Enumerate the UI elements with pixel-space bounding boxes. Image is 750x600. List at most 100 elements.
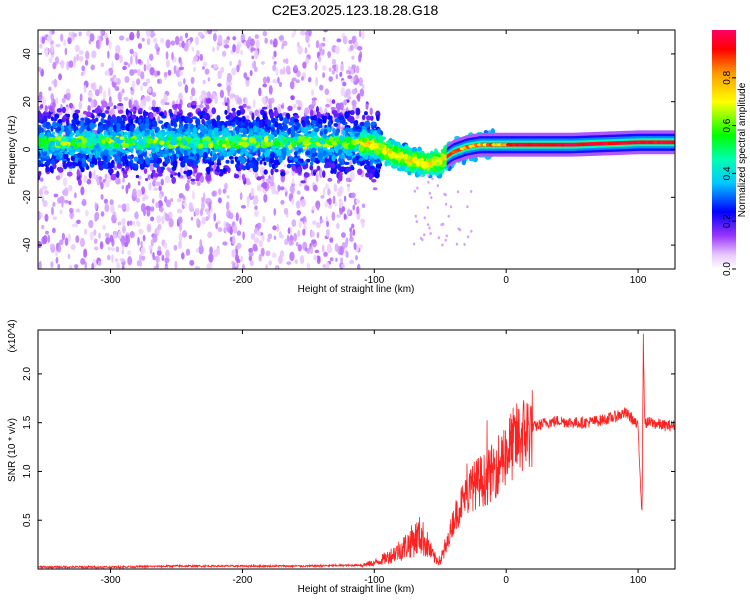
spectrogram-speckle [256, 184, 262, 192]
spectrogram-band [135, 149, 140, 154]
spectrogram-band [145, 129, 150, 134]
spectrogram-speckle [340, 63, 344, 72]
spectrogram-speckle [49, 244, 55, 248]
spectrogram-band [278, 113, 283, 120]
spectrogram-speckle [300, 198, 306, 208]
spectrogram-band [370, 115, 374, 121]
spectrogram-band [151, 120, 157, 126]
spectrogram-speckle [295, 99, 301, 105]
spectrogram-speckle [189, 95, 193, 101]
spectrogram-speckle [213, 63, 218, 69]
spectrogram-speckle [114, 52, 120, 61]
spectrogram-band [242, 127, 248, 135]
spectrogram-band [99, 165, 103, 170]
spectrogram-band [365, 103, 369, 110]
spectrogram-band [322, 116, 327, 124]
spectrogram-speckle [177, 81, 183, 87]
spectrogram-speckle [207, 30, 213, 35]
spectrogram-speckle [328, 197, 332, 206]
spectrogram-band [156, 165, 162, 174]
spectrogram-speckle [44, 213, 49, 222]
spectrogram-band [278, 149, 282, 157]
spectrogram-speckle [121, 203, 127, 210]
spectrogram-speckle [326, 220, 330, 228]
spectrogram-speckle [67, 253, 71, 260]
spectrogram-speckle [127, 182, 131, 189]
spectrogram-speckle [215, 222, 218, 230]
spectrogram-band [170, 173, 174, 178]
spectrogram-speckle [213, 212, 217, 222]
spectrogram-speckle [265, 263, 269, 269]
spectrogram-speckle [262, 83, 268, 88]
spectrogram-speckle [315, 40, 320, 49]
spectrogram-speckle [258, 240, 263, 248]
spectrogram-band [96, 147, 102, 152]
spectrogram-tail [457, 227, 460, 231]
spectrogram-band [271, 163, 275, 169]
spectrogram-band [293, 114, 300, 119]
spectrogram-speckle [265, 250, 271, 257]
spectrogram-core [86, 137, 94, 143]
spectrogram-band [248, 122, 254, 130]
spectrogram-band [66, 161, 73, 167]
spectrogram-tail [421, 238, 424, 242]
spectrogram-transition [375, 149, 379, 153]
spectrogram-speckle [80, 186, 85, 196]
spectrogram-speckle [165, 51, 169, 60]
spectrogram-band [355, 107, 361, 116]
spectrogram-speckle [190, 76, 195, 84]
spectrogram-speckle [205, 216, 209, 222]
spectrogram-speckle [331, 69, 336, 75]
spectrogram-tail [423, 216, 426, 220]
spectrogram-band [213, 127, 219, 133]
spectrogram-band [290, 95, 295, 101]
spectrogram-speckle [273, 60, 277, 65]
spectrogram-band [288, 121, 294, 126]
spectrogram-transition [400, 158, 405, 164]
spectrogram-speckle [51, 227, 56, 234]
spectrogram-speckle [355, 199, 361, 204]
spectrogram-speckle [261, 61, 265, 65]
spectrogram-band [270, 168, 274, 176]
spectrogram-band [282, 147, 287, 152]
spectrogram-transition [407, 171, 412, 176]
spectrogram-speckle [180, 252, 185, 260]
spectrogram-transition [468, 157, 475, 162]
spectrogram-band [97, 159, 102, 168]
spectrogram-band [257, 149, 261, 158]
spectrogram-speckle [246, 198, 250, 208]
spectrogram-speckle [239, 192, 243, 201]
spectrogram-speckle [98, 260, 102, 267]
spectrogram-speckle [145, 64, 150, 71]
spectrogram-band [108, 168, 114, 174]
spectrogram-speckle [293, 30, 297, 36]
spectrogram-band [308, 104, 315, 111]
spectrogram-speckle [50, 261, 54, 269]
spectrogram-speckle [345, 177, 351, 182]
spectrogram-band [183, 155, 188, 163]
spectrogram-speckle [248, 255, 253, 262]
spectrogram-speckle [296, 210, 302, 216]
spectrogram-band [103, 149, 109, 156]
spectrogram-speckle [94, 202, 98, 210]
spectrogram-speckle [327, 188, 331, 196]
spectrogram-speckle [324, 201, 329, 208]
spectrogram-speckle [224, 39, 230, 45]
spectrogram-speckle [333, 185, 338, 192]
spectrogram-band [76, 152, 83, 159]
spectrogram-speckle [125, 37, 130, 42]
spectrogram-speckle [159, 193, 163, 200]
spectrogram-transition [432, 170, 437, 175]
spectrogram-speckle [142, 97, 146, 106]
spectrogram-core [182, 140, 188, 147]
spectrogram-speckle [236, 242, 242, 249]
spectrogram-band [140, 123, 146, 131]
spectrogram-speckle [154, 43, 159, 50]
spectrogram-band [205, 97, 212, 104]
spectrogram-band [221, 124, 225, 132]
spectrogram-band [216, 162, 222, 166]
spectrogram-band [293, 119, 299, 123]
spectrogram-band [311, 147, 317, 154]
spectrogram-speckle [184, 182, 190, 192]
